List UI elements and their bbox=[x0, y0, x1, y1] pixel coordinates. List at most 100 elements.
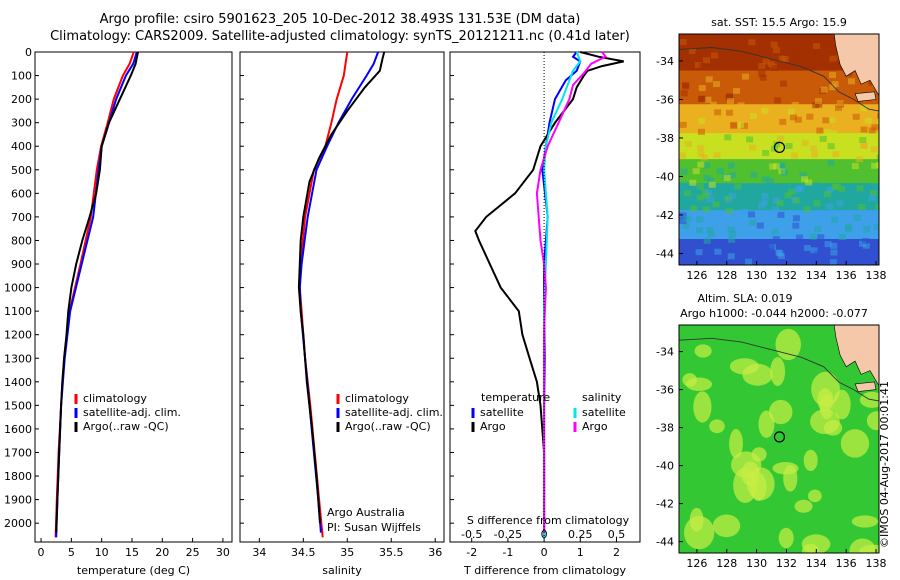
sst-pixel bbox=[679, 212, 687, 219]
sst-pixel bbox=[679, 38, 687, 45]
sst-pixel bbox=[781, 246, 789, 253]
sla-map-panel: 126 128 130 132 134 136 138 -34 -36 -38 -40 -42 -44 A… bbox=[656, 292, 887, 570]
sst-pixel bbox=[791, 101, 799, 108]
sst-pixel bbox=[876, 154, 879, 161]
lon-tick-label: 126 bbox=[686, 557, 707, 570]
sst-pixel bbox=[810, 247, 818, 254]
sla-blob bbox=[794, 499, 813, 513]
sst-pixel bbox=[740, 122, 748, 129]
sst-pixel bbox=[856, 185, 864, 192]
sst-pixel bbox=[748, 144, 756, 151]
legend-label: climatology bbox=[345, 392, 409, 405]
legend-label: Argo bbox=[582, 420, 608, 433]
s-diff-label: S difference from climatology bbox=[467, 514, 630, 527]
sla-blob bbox=[866, 411, 879, 431]
depth-contour bbox=[679, 47, 879, 112]
y-tick-label: 1600 bbox=[4, 423, 32, 436]
lon-tick-label: 138 bbox=[866, 557, 887, 570]
plot-frame bbox=[239, 51, 445, 543]
sst-pixel bbox=[791, 152, 799, 159]
sst-pixel bbox=[776, 200, 784, 207]
sst-pixel bbox=[788, 188, 796, 195]
s-tick-label: -0.5 bbox=[461, 528, 482, 541]
lon-tick-label: 136 bbox=[836, 269, 857, 282]
x-tick-label: 35.5 bbox=[379, 546, 404, 559]
sst-pixel bbox=[689, 179, 697, 186]
sst-pixel bbox=[713, 81, 721, 88]
sst-pixel bbox=[761, 199, 769, 206]
sst-pixel bbox=[714, 248, 722, 255]
sst-pixel bbox=[826, 203, 834, 210]
sst-pixel bbox=[868, 127, 876, 134]
sst-pixel bbox=[774, 97, 782, 104]
sst-pixel bbox=[870, 146, 878, 153]
lon-tick-label: 134 bbox=[806, 557, 827, 570]
x-tick-label: 10 bbox=[95, 546, 109, 559]
x-tick-label: 36 bbox=[428, 546, 442, 559]
sst-pixel bbox=[860, 142, 868, 149]
sst-pixel bbox=[769, 163, 777, 170]
sst-pixel bbox=[716, 168, 724, 175]
legend-label: Argo(..raw -QC) bbox=[83, 420, 169, 433]
y-tick-label: 2000 bbox=[4, 517, 32, 530]
sst-pixel bbox=[756, 222, 764, 229]
sst-pixel bbox=[813, 251, 821, 258]
y-tick-label: 500 bbox=[11, 164, 32, 177]
sla-blob bbox=[768, 399, 793, 425]
annotation-line2: PI: Susan Wijffels bbox=[327, 521, 421, 534]
sst-pixel bbox=[855, 156, 863, 163]
sst-pixel bbox=[832, 151, 840, 158]
y-tick-label: 1200 bbox=[4, 329, 32, 342]
y-tick-label: 1000 bbox=[4, 282, 32, 295]
x-axis-label: T difference from climatology bbox=[463, 564, 626, 577]
sst-pixel bbox=[725, 208, 733, 215]
depth-contour bbox=[679, 337, 879, 402]
x-tick-label: 25 bbox=[186, 546, 200, 559]
sst-pixel bbox=[761, 176, 769, 183]
sst-pixel bbox=[695, 260, 703, 265]
sst-pixel bbox=[789, 114, 797, 121]
x-tick-label: 0 bbox=[38, 546, 45, 559]
difference-profile-panel: -2 -1 0 1 2 T difference from climatology -0.5… bbox=[449, 51, 641, 577]
lon-tick-label: 136 bbox=[836, 557, 857, 570]
x-axis-label: temperature (deg C) bbox=[77, 564, 190, 577]
sst-pixel bbox=[813, 182, 821, 189]
legend-label: satellite-adj. clim. bbox=[83, 406, 181, 419]
sst-pixel bbox=[727, 162, 735, 169]
sst-pixel bbox=[877, 112, 879, 119]
sst-pixel bbox=[779, 118, 787, 125]
y-tick-label: 1400 bbox=[4, 376, 32, 389]
sst-pixel bbox=[727, 226, 735, 233]
y-tick-label: 1100 bbox=[4, 305, 32, 318]
sst-pixel bbox=[794, 116, 802, 123]
sla-blob bbox=[682, 373, 697, 387]
sst-pixel bbox=[848, 78, 856, 85]
sla-blob bbox=[694, 344, 712, 358]
sst-pixel bbox=[801, 176, 809, 183]
sst-pixel bbox=[811, 151, 819, 158]
sst-pixel bbox=[702, 193, 710, 200]
legend-label: satellite bbox=[582, 406, 626, 419]
sst-pixel bbox=[750, 247, 758, 254]
sst-pixel bbox=[831, 81, 839, 88]
sst-pixel bbox=[811, 64, 819, 71]
sst-pixel bbox=[708, 181, 716, 188]
sst-pixel bbox=[728, 230, 736, 237]
sst-pixel bbox=[749, 219, 757, 226]
temperature-profile-panel: 0100200300400500600700800900100011001200… bbox=[4, 46, 233, 577]
sst-pixel bbox=[801, 140, 809, 147]
sst-pixel bbox=[836, 100, 844, 107]
lat-tick-label: -38 bbox=[656, 132, 674, 145]
lon-tick-label: 128 bbox=[716, 269, 737, 282]
sst-pixel bbox=[859, 136, 867, 143]
series-line-argo-raw-qc- bbox=[55, 51, 139, 533]
sst-pixel bbox=[878, 261, 879, 265]
map-field bbox=[679, 325, 879, 553]
sst-pixel bbox=[703, 162, 711, 169]
series-line-argo-raw-qc- bbox=[297, 51, 386, 524]
series-line-salinity-argo bbox=[535, 51, 608, 533]
sst-pixel bbox=[724, 195, 732, 202]
sst-pixel bbox=[746, 136, 754, 143]
sst-pixel bbox=[746, 240, 754, 247]
